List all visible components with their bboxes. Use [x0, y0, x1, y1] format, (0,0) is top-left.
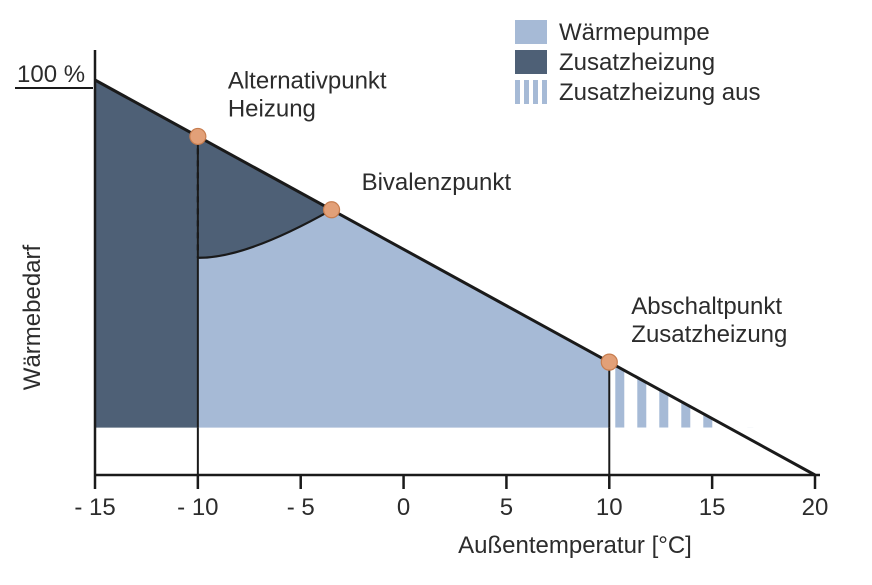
- region-zusatzheizung: [95, 80, 198, 428]
- chart-point: [324, 202, 340, 218]
- x-tick-label: 10: [596, 494, 623, 521]
- x-tick-label: 20: [802, 494, 829, 521]
- legend-label: Wärmepumpe: [559, 19, 710, 46]
- y-axis-label: Wärmebedarf: [19, 244, 46, 390]
- y-max-label: 100 %: [17, 61, 85, 88]
- x-tick-label: - 5: [287, 494, 315, 521]
- heat-demand-chart: - 15 - 10 - 5 0 5 10 15 20 100 % Außentemperatur …: [0, 0, 872, 585]
- legend-swatch: [515, 20, 547, 44]
- chart-point: [190, 128, 206, 144]
- x-tick-label: 5: [500, 494, 513, 521]
- legend-swatch: [515, 50, 547, 74]
- point-label: Bivalenzpunkt: [362, 169, 512, 196]
- point-label: Zusatzheizung: [631, 321, 787, 348]
- x-tick-label: - 15: [74, 494, 115, 521]
- legend-label: Zusatzheizung: [559, 49, 715, 76]
- legend-label: Zusatzheizung aus: [559, 79, 760, 106]
- x-tick-label: 0: [397, 494, 410, 521]
- point-label: Abschaltpunkt: [631, 293, 782, 320]
- chart-container: - 15 - 10 - 5 0 5 10 15 20 100 % Außentemperatur …: [0, 0, 872, 585]
- x-axis-label: Außentemperatur [°C]: [458, 532, 692, 559]
- point-label: Alternativpunkt: [228, 67, 387, 94]
- point-label: Heizung: [228, 95, 316, 122]
- chart-point: [601, 354, 617, 370]
- x-tick-label: 15: [699, 494, 726, 521]
- x-tick-label: - 10: [177, 494, 218, 521]
